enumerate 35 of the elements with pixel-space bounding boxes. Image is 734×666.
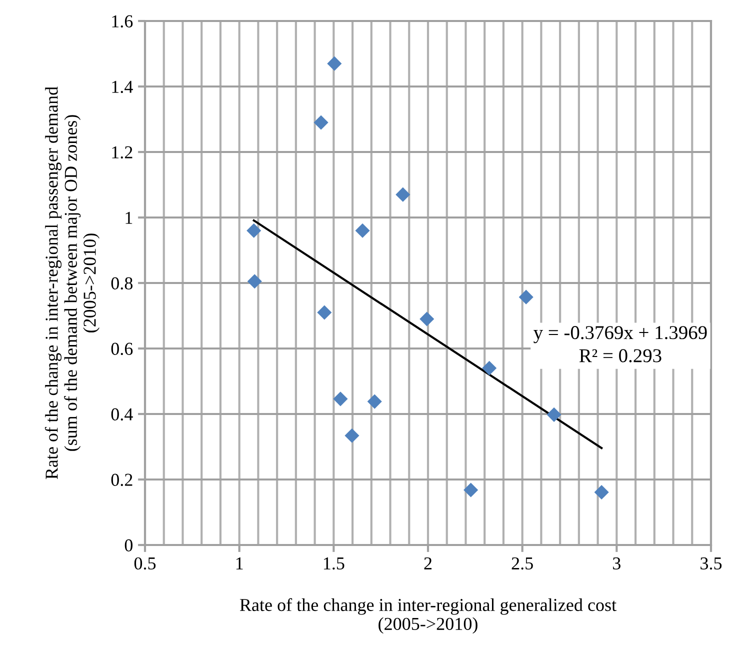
point [317, 305, 332, 320]
point [546, 407, 562, 422]
y-tick-label: 1.2 [112, 146, 132, 159]
point [247, 274, 262, 289]
point [344, 428, 360, 443]
x-tick-label: 1 [236, 557, 243, 570]
point [314, 115, 328, 130]
point [367, 394, 382, 409]
point [333, 392, 348, 406]
point [482, 360, 497, 376]
x-axis-title: Rate of the change in inter-regional generalized cost (2005->2010) [240, 598, 616, 634]
y-tick-label: 0.4 [111, 408, 133, 421]
point [464, 482, 478, 498]
annotation: y = -0.3769x + 1.3969 R² = 0.293 [534, 326, 707, 362]
point [420, 312, 434, 326]
x-tick-label: 2 [424, 557, 432, 570]
y-tick-label: 1.6 [112, 15, 133, 28]
y-axis-title: Rate of the change in inter-regional passenger demand (sum of the demand between major OD zones) (2005->2010) [44, 86, 100, 480]
y-tick-label: 0.6 [111, 342, 133, 356]
x-tick-label: 3 [613, 557, 620, 570]
point [518, 290, 534, 304]
y-tick-label: 0 [124, 539, 133, 552]
x-tick-label: 1.5 [324, 557, 344, 570]
x-tick-label: 3.5 [700, 557, 722, 570]
point [246, 223, 262, 238]
point [355, 223, 370, 238]
x-tick-label: 0.5 [134, 557, 156, 570]
y-tick-label: 1 [126, 212, 132, 224]
x-tick-label: 2.5 [512, 557, 533, 570]
point [594, 484, 609, 500]
y-tick-label: 1.4 [112, 80, 133, 94]
y-tick-label: 0.8 [111, 277, 133, 290]
point [327, 56, 342, 71]
point [396, 187, 410, 202]
y-tick-label: 0.2 [111, 474, 132, 486]
